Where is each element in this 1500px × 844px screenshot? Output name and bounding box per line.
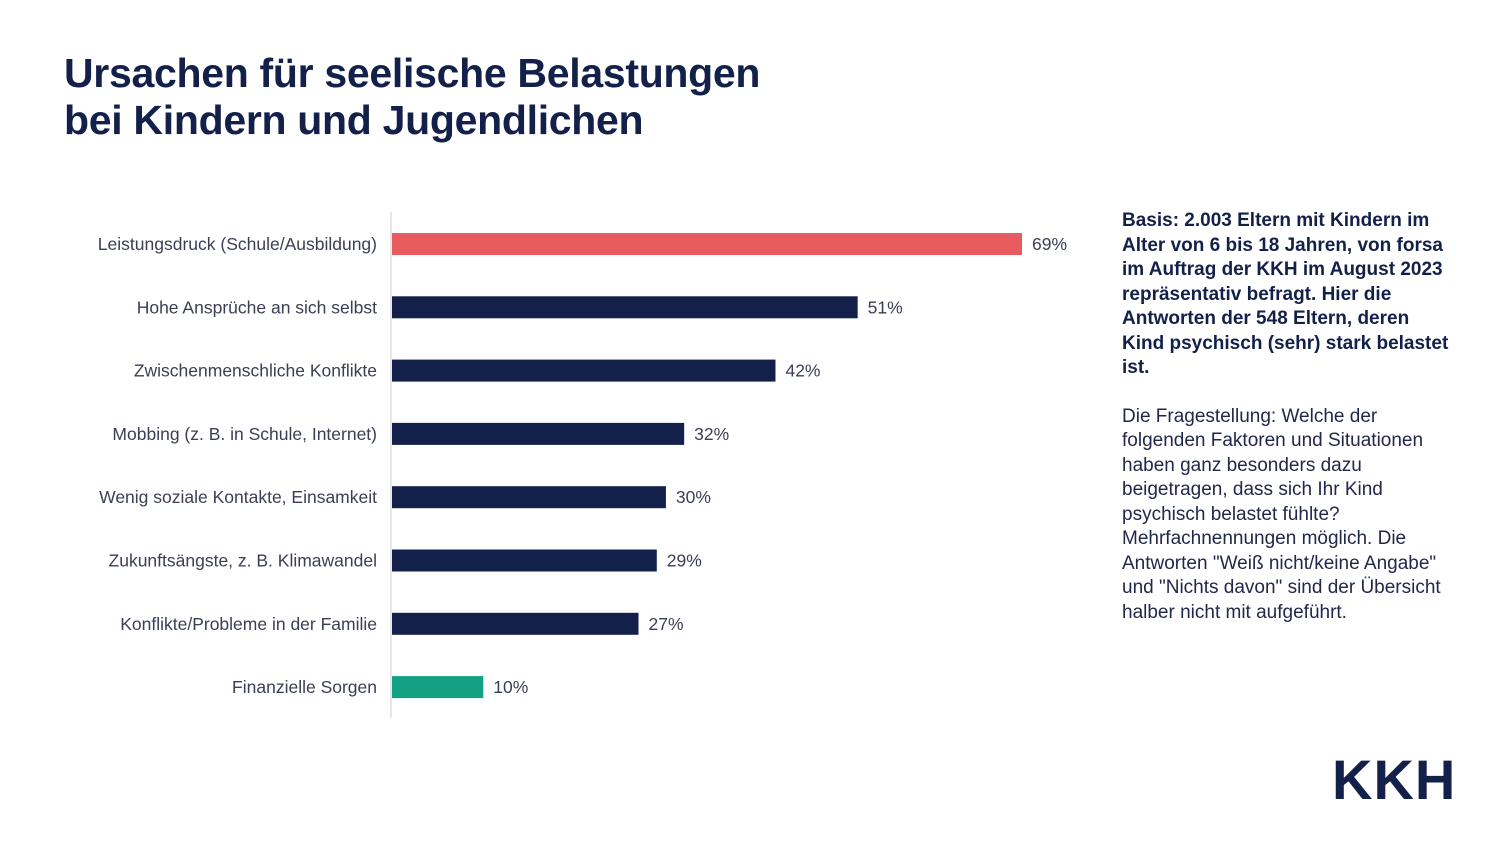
category-label: Finanzielle Sorgen: [232, 677, 377, 697]
value-label: 42%: [785, 361, 820, 381]
value-label: 30%: [676, 487, 711, 507]
bar: [392, 612, 639, 635]
basis-note: Basis: 2.003 Eltern mit Kindern im Alter…: [1122, 210, 1449, 378]
bar-chart: Leistungsdruck (Schule/Ausbildung) 69% Hoh…: [98, 212, 1067, 718]
bar: [392, 486, 666, 509]
bar: [392, 359, 776, 382]
bar: [392, 296, 858, 319]
category-label: Zwischenmenschliche Konflikte: [134, 361, 377, 381]
category-label: Hohe Ansprüche an sich selbst: [137, 297, 377, 317]
category-label: Konflikte/Probleme in der Familie: [120, 614, 377, 634]
bar: [392, 233, 1022, 255]
bar: [392, 422, 685, 445]
category-label: Wenig soziale Kontakte, Einsamkeit: [99, 487, 377, 507]
kkh-logo: KKH: [1332, 748, 1457, 811]
title-line-2: bei Kindern und Jugendlichen: [64, 97, 644, 143]
value-label: 27%: [649, 614, 684, 634]
title-line-1: Ursachen für seelische Belastungen: [64, 50, 761, 96]
question-note: Die Fragestellung: Welche der folgenden …: [1122, 405, 1441, 623]
category-label: Mobbing (z. B. in Schule, Internet): [112, 424, 377, 444]
category-label: Leistungsdruck (Schule/Ausbildung): [98, 234, 377, 254]
value-label: 29%: [667, 551, 702, 571]
page-title: Ursachen für seelische Belastungen bei K…: [64, 50, 760, 144]
bar: [392, 676, 484, 699]
value-label: 10%: [493, 677, 528, 697]
bar: [392, 549, 657, 572]
side-notes: Basis: 2.003 Eltern mit Kindern im Alter…: [1122, 209, 1452, 625]
bars-layer: Leistungsdruck (Schule/Ausbildung) 69% Hoh…: [98, 233, 1067, 699]
category-label: Zukunftsängste, z. B. Klimawandel: [109, 551, 377, 571]
value-label: 69%: [1032, 234, 1067, 254]
value-label: 51%: [868, 297, 903, 317]
value-label: 32%: [694, 424, 729, 444]
